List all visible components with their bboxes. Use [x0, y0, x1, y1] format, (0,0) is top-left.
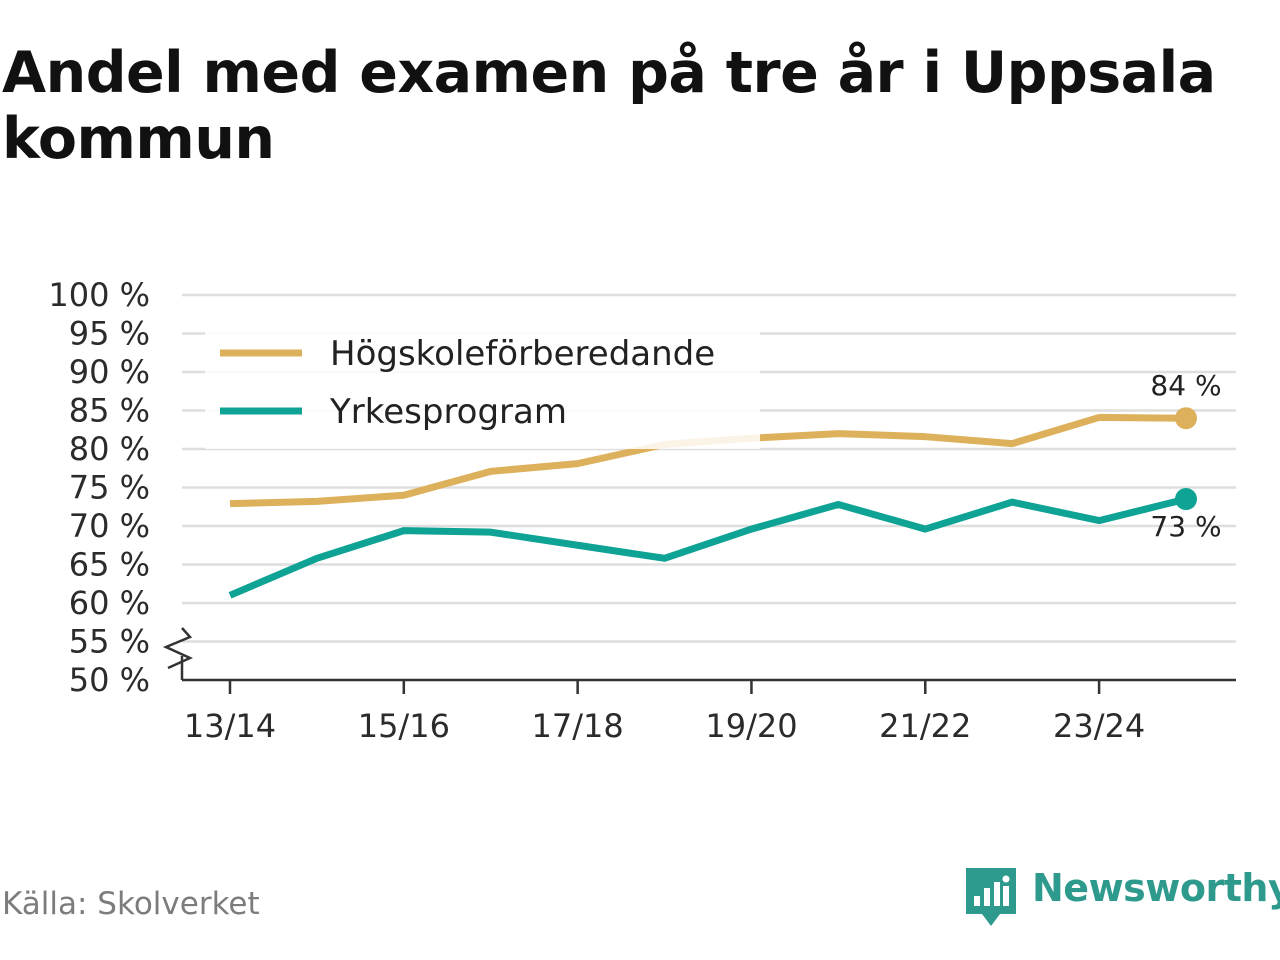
- source-note: Källa: Skolverket: [2, 886, 260, 922]
- y-tick-label: 65 %: [69, 546, 150, 584]
- y-tick-label: 75 %: [69, 469, 150, 507]
- legend: Högskoleförberedande Yrkesprogram: [205, 327, 760, 449]
- end-label-hogskole: 84 %: [1150, 369, 1221, 402]
- x-tick-label: 13/14: [184, 707, 276, 745]
- y-tick-label: 95 %: [69, 315, 150, 353]
- chart-title: Andel med examen på tre år i Uppsala kom…: [2, 40, 1216, 172]
- series-end-point-yrkes: [1175, 488, 1197, 511]
- y-tick-label: 100 %: [48, 276, 150, 314]
- y-tick-label: 90 %: [69, 353, 150, 391]
- x-tick-label: 17/18: [532, 707, 624, 745]
- y-tick-label: 55 %: [69, 623, 150, 661]
- legend-label-hogskole: Högskoleförberedande: [330, 334, 715, 374]
- x-tick-label: 15/16: [358, 707, 450, 745]
- axis-break-icon: [162, 627, 194, 670]
- series-line-yrkes: [228, 495, 1187, 599]
- series-end-point-hogskole: [1175, 407, 1197, 430]
- y-tick-label: 80 %: [69, 430, 150, 468]
- end-labels: 84 % 73 %: [1150, 369, 1221, 543]
- end-label-yrkes: 73 %: [1150, 510, 1221, 543]
- x-axis-ticks: 13/14 15/16 17/18 19/20 21/22 23/24: [184, 680, 1145, 745]
- y-tick-label: 50 %: [69, 661, 150, 699]
- x-tick-label: 19/20: [705, 707, 797, 745]
- newsworthy-logo-icon: [966, 868, 1016, 926]
- legend-background: [205, 327, 760, 449]
- brand-name: Newsworthy: [1032, 866, 1280, 910]
- x-tick-label: 21/22: [879, 707, 971, 745]
- x-tick-label: 23/24: [1053, 707, 1145, 745]
- legend-label-yrkes: Yrkesprogram: [329, 392, 567, 432]
- axes: [162, 627, 1236, 682]
- y-tick-label: 60 %: [69, 584, 150, 622]
- y-axis-ticks: 100 %95 %90 %85 %80 %75 %70 %65 %60 %55 …: [48, 276, 150, 699]
- y-tick-label: 70 %: [69, 507, 150, 545]
- y-tick-label: 85 %: [69, 392, 150, 430]
